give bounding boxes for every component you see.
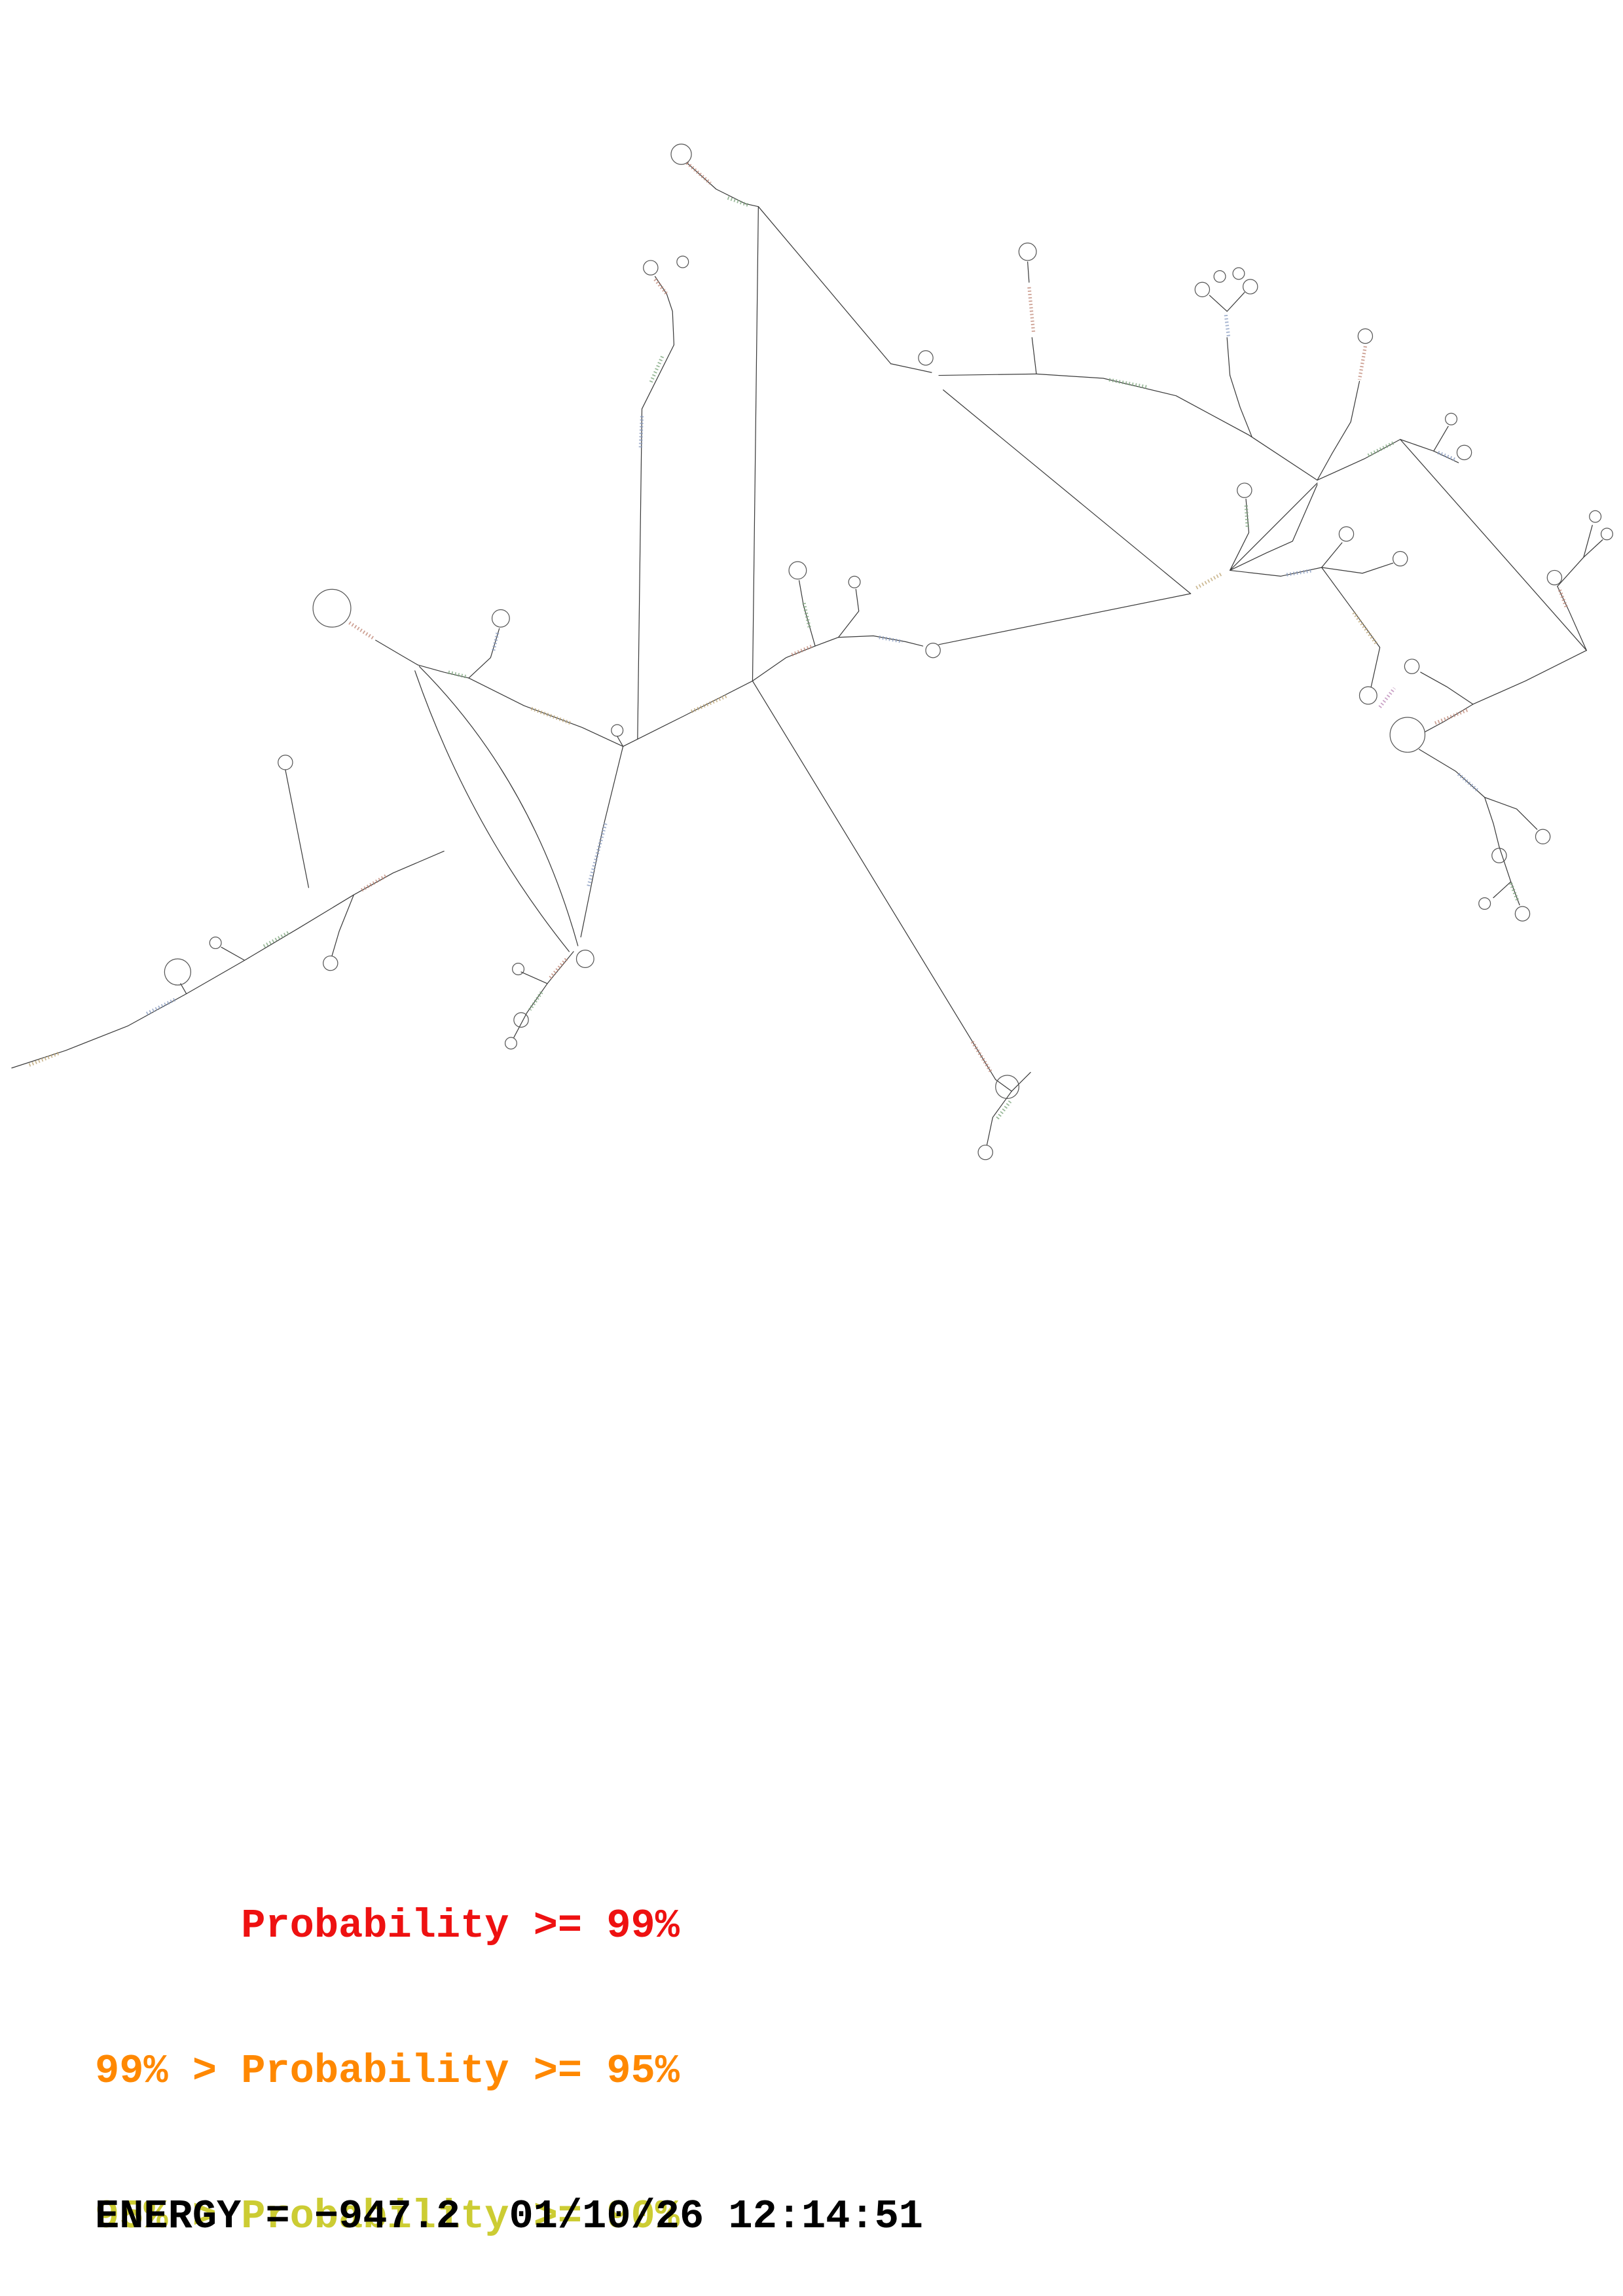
legend-row-95: 99% > Probability >= 95% <box>95 2048 680 2094</box>
helix-marks <box>28 161 1568 1121</box>
backbone-lines <box>11 162 1603 1146</box>
loop-circles <box>164 143 1613 1160</box>
probability-legend: Probability >= 99% 99% > Probability >= … <box>95 1805 680 2296</box>
legend-row-90: 95% > Probability >= 90% <box>95 2193 680 2240</box>
legend-row-99: Probability >= 99% <box>95 1903 680 1949</box>
energy-line: ENERGY = −947.2 01/10/26 12:14:51 <box>95 2193 924 2240</box>
